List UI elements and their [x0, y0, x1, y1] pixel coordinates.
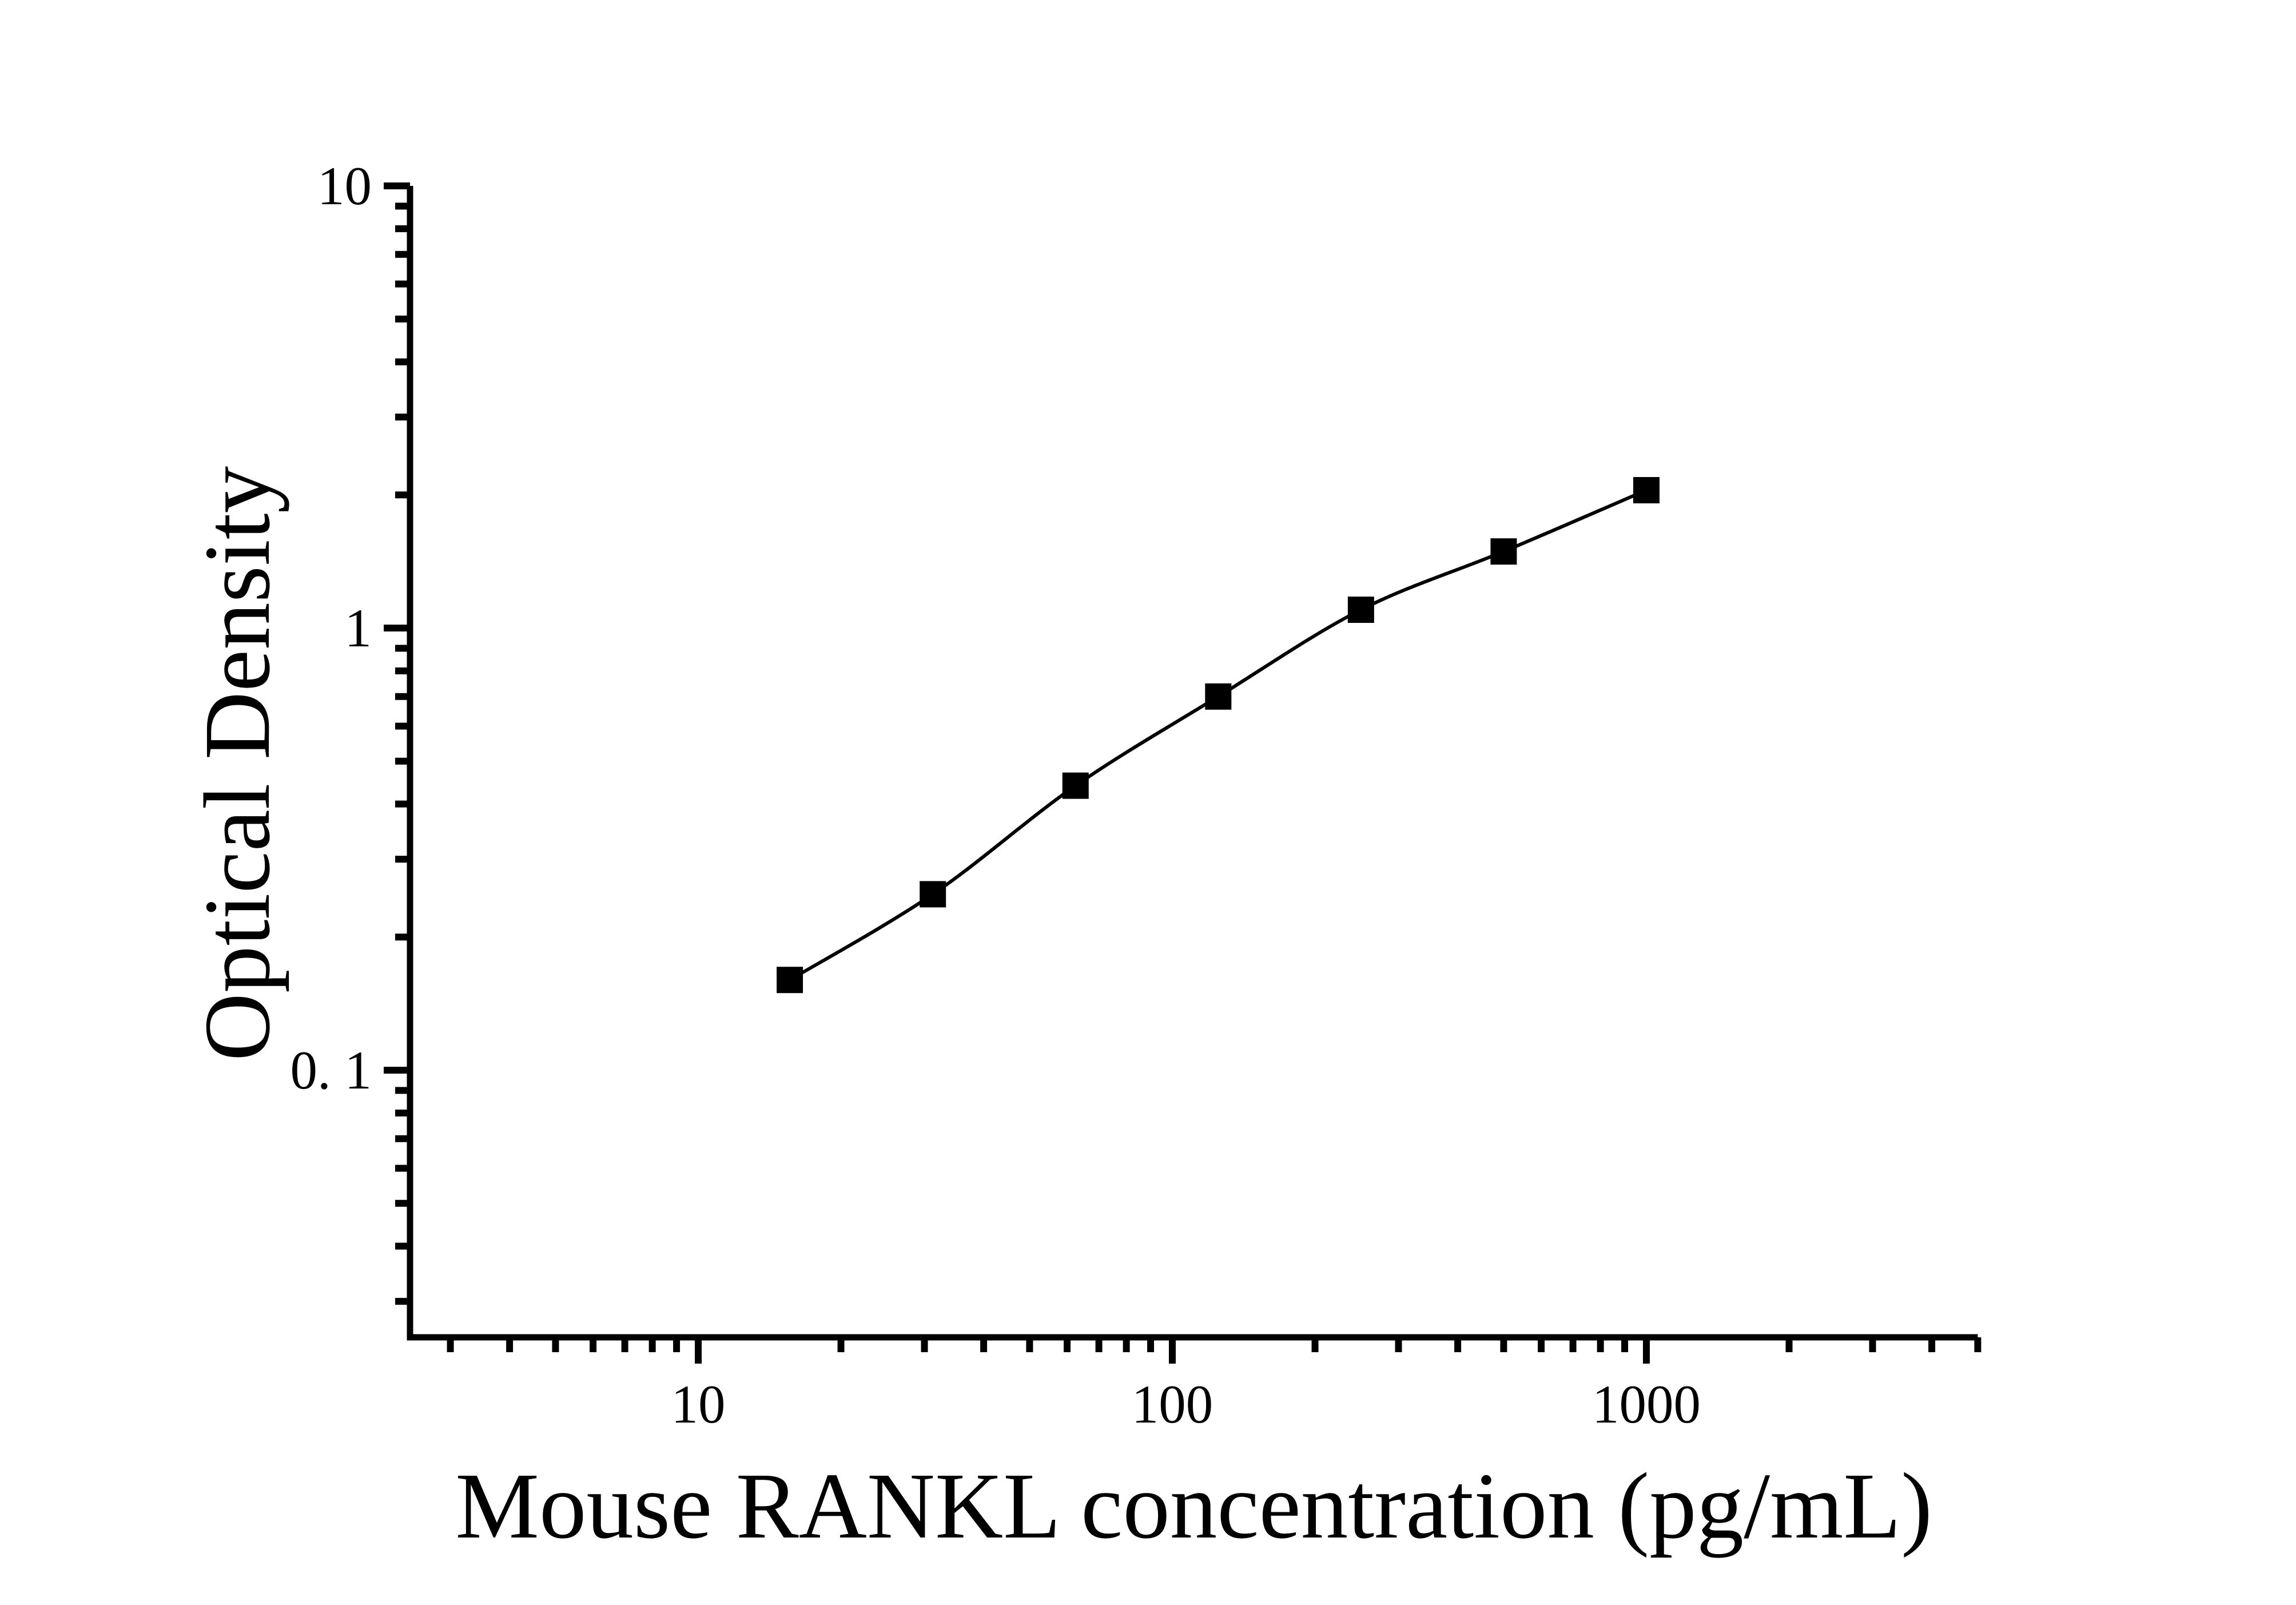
x-tick-label-100: 100	[1131, 1374, 1213, 1435]
data-point-square	[1205, 683, 1232, 710]
data-point-square	[1062, 772, 1089, 799]
data-point-square	[1490, 538, 1517, 565]
x-axis-title: Mouse RANKL concentration (pg/mL)	[455, 1453, 1933, 1558]
data-point-square	[920, 881, 946, 908]
y-tick-label-10: 10	[317, 156, 372, 216]
tick-marks	[384, 182, 1981, 1364]
x-tick-label-1000: 1000	[1592, 1374, 1701, 1435]
data-point-square	[777, 967, 803, 994]
standard-curve-line	[789, 488, 1648, 982]
y-tick-label-0-1: 0. 1	[290, 1040, 372, 1101]
y-axis-title: Optical Density	[185, 466, 289, 1062]
data-point-square	[1347, 597, 1374, 623]
data-point-square	[1633, 477, 1660, 504]
data-point-markers	[777, 477, 1660, 994]
axis-lines	[407, 186, 1978, 1341]
y-tick-label-1: 1	[344, 598, 372, 658]
x-tick-label-10: 10	[671, 1374, 726, 1435]
